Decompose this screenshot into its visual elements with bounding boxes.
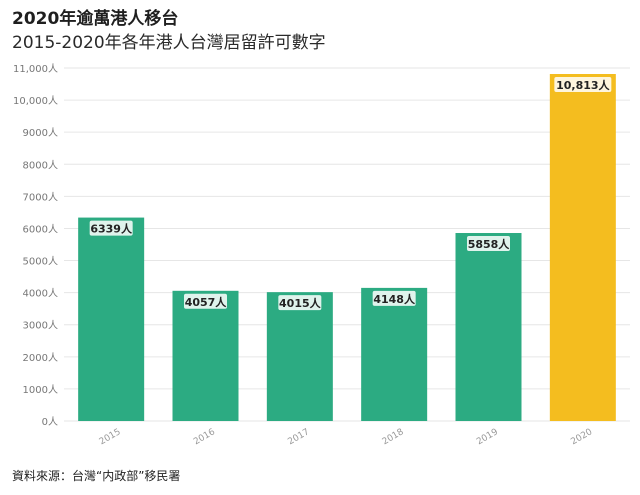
x-tick-label: 2020 (569, 427, 594, 447)
y-tick-label: 10,000人 (13, 95, 58, 107)
data-label: 10,813人 (556, 78, 610, 92)
data-label: 4057人 (185, 295, 228, 309)
y-tick-label: 11,000人 (13, 63, 58, 75)
data-label-box (372, 290, 416, 306)
chart-subtitle: 2015-2020年各年港人台灣居留許可數字 (12, 33, 326, 53)
data-label-box (467, 236, 510, 252)
x-tick-label: 2017 (286, 427, 311, 447)
y-tick-label: 3000人 (23, 320, 58, 332)
y-tick-label: 1000人 (23, 384, 58, 396)
y-tick-label: 2000人 (23, 352, 58, 364)
data-label: 5858人 (468, 237, 511, 251)
y-tick-label: 8000人 (23, 159, 58, 171)
y-tick-label: 4000人 (23, 288, 58, 300)
data-label: 6339人 (90, 222, 133, 236)
data-label-box (278, 295, 322, 311)
data-label-box (554, 77, 612, 93)
y-tick-label: 0人 (42, 416, 58, 428)
data-label-box (89, 220, 133, 236)
bar (78, 217, 145, 421)
bar (266, 292, 333, 421)
y-tick-label: 5000人 (23, 256, 58, 268)
x-tick-label: 2016 (192, 427, 217, 447)
chart-title: 2020年逾萬港人移台 (12, 9, 179, 29)
y-tick-label: 7000人 (23, 191, 58, 203)
y-tick-label: 6000人 (23, 223, 58, 235)
data-label-box (184, 293, 227, 309)
source-note: 資料來源：台灣“内政部”移民署 (12, 469, 181, 483)
x-tick-label: 2019 (475, 427, 500, 447)
x-tick-label: 2018 (381, 427, 406, 447)
bar (455, 233, 522, 421)
bar (549, 74, 616, 421)
y-tick-label: 9000人 (23, 127, 58, 139)
bar (361, 287, 428, 421)
data-label: 4015人 (279, 296, 322, 310)
data-label: 4148人 (373, 292, 416, 306)
bar (172, 290, 239, 421)
x-tick-label: 2015 (98, 427, 123, 447)
